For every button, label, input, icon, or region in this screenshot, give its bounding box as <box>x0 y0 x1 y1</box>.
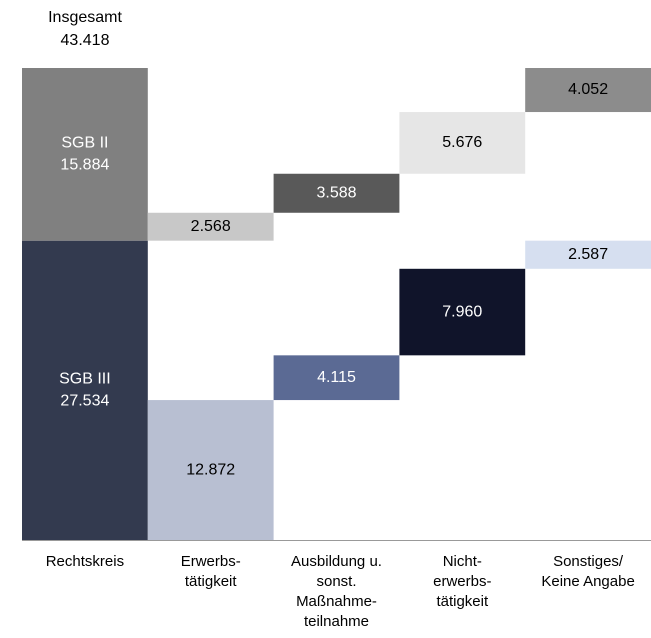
bar <box>525 68 651 113</box>
x-tick-line: teilnahme <box>304 613 369 630</box>
x-tick-label: Erwerbs-tätigkeit <box>181 553 241 590</box>
x-tick-line: Sonstiges/ <box>553 553 624 570</box>
x-tick-line: erwerbs- <box>433 573 491 590</box>
total-label: Insgesamt <box>48 9 122 26</box>
bar <box>273 355 400 401</box>
x-tick-line: Erwerbs- <box>181 553 241 570</box>
x-tick-line: Rechtskreis <box>46 553 124 570</box>
value-label: 15.884 <box>60 157 109 174</box>
x-tick-line: Keine Angabe <box>541 573 634 590</box>
x-tick-line: tätigkeit <box>185 573 238 590</box>
bar <box>399 268 526 356</box>
x-tick-line: Nicht- <box>443 553 482 570</box>
value-label: 4.052 <box>568 81 608 98</box>
value-label: 4.115 <box>317 369 356 386</box>
bar <box>147 212 274 241</box>
bar <box>22 240 148 540</box>
x-tick-line: sonst. <box>316 573 356 590</box>
bar <box>273 173 400 213</box>
x-tick-line: tätigkeit <box>436 593 489 610</box>
series-name: SGB II <box>61 135 108 152</box>
x-tick-line: Ausbildung u. <box>291 553 382 570</box>
bar <box>147 400 274 540</box>
value-label: 2.568 <box>191 218 231 235</box>
series-name: SGB III <box>59 371 111 388</box>
bar <box>399 112 526 174</box>
value-label: 7.960 <box>442 303 482 320</box>
x-tick-label: Nicht-erwerbs-tätigkeit <box>433 553 491 610</box>
value-label: 3.588 <box>316 184 356 201</box>
value-label: 27.534 <box>60 393 109 410</box>
value-label: 12.872 <box>186 461 235 478</box>
x-tick-line: Maßnahme- <box>296 593 377 610</box>
value-label: 5.676 <box>442 134 482 151</box>
bar <box>22 68 148 241</box>
bar <box>525 240 651 269</box>
total-value: 43.418 <box>61 32 110 49</box>
value-label: 2.587 <box>568 246 608 263</box>
x-tick-label: Sonstiges/Keine Angabe <box>541 553 634 590</box>
x-tick-label: Rechtskreis <box>46 553 124 570</box>
x-tick-label: Ausbildung u. sonst. Maßnahme-teilnahme <box>291 553 382 630</box>
